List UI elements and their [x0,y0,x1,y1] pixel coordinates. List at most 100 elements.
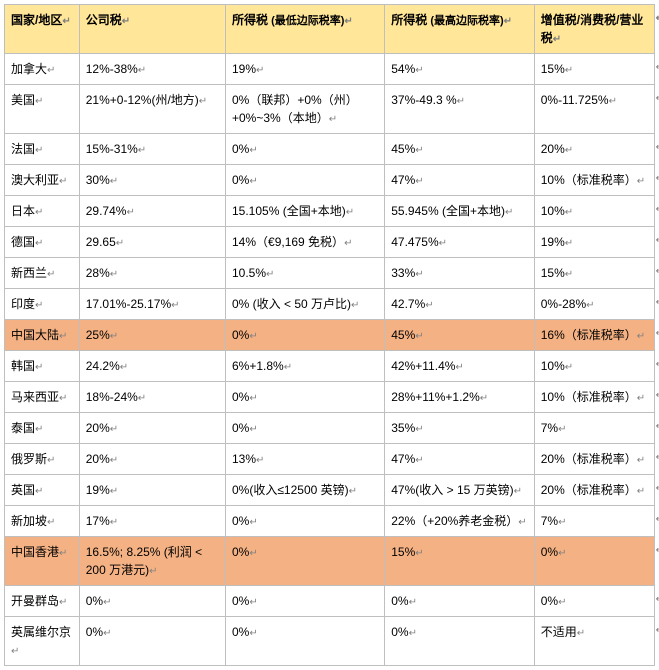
para-mark-icon: ↵ [565,207,573,218]
cell-corp: 24.2%↵ [79,351,225,382]
cell-value: 开曼群岛 [11,594,59,608]
cell-income_low: 13%↵ [226,444,385,475]
table-row: 马来西亚↵18%-24%↵0%↵28%+11%+1.2%↵10%（标准税率）↵↵ [5,382,655,413]
para-mark-icon: ↵ [59,176,67,187]
para-mark-icon: ↵ [47,269,55,280]
cell-value: 21%+0-12%(州/地方) [86,93,199,107]
cell-income_low: 0% (收入 < 50 万卢比)↵ [226,289,385,320]
header-label: 所得税 [391,13,427,27]
cell-corp: 17%↵ [79,506,225,537]
table-row: 开曼群岛↵0%↵0%↵0%↵0%↵↵ [5,586,655,617]
cell-vat: 20%（标准税率）↵↵ [534,475,654,506]
para-mark-icon: ↵ [249,176,257,187]
cell-region: 德国↵ [5,227,80,258]
cell-value: 30% [86,173,110,187]
cell-region: 英属维尔京 ↵ [5,617,80,666]
cell-value: 17.01%-25.17% [86,297,171,311]
cell-value: 13% [232,452,256,466]
cell-value: 马来西亚 [11,390,59,404]
cell-income_high: 22%（+20%养老金税）↵ [385,506,535,537]
para-mark-icon: ↵ [249,393,257,404]
cell-vat: 7%↵↵ [534,506,654,537]
cell-value: 印度 [11,297,35,311]
cell-vat: 10%（标准税率）↵↵ [534,165,654,196]
cell-income_high: 35%↵ [385,413,535,444]
cell-value: 45% [391,328,415,342]
cell-income_low: 19%↵ [226,54,385,85]
cell-income_high: 47.475%↵ [385,227,535,258]
cell-value: 新加坡 [11,514,47,528]
cell-corp: 17.01%-25.17%↵ [79,289,225,320]
table-body: 加拿大↵12%-38%↵19%↵54%↵15%↵↵美国↵21%+0-12%(州/… [5,54,655,666]
cell-corp: 21%+0-12%(州/地方)↵ [79,85,225,134]
cell-income_low: 0%↵ [226,586,385,617]
header-sublabel: (最低边际税率) [268,15,344,27]
cell-value: 15% [541,62,565,76]
para-mark-icon: ↵ [637,393,645,404]
para-mark-icon: ↵ [138,65,146,76]
cell-value: 0% [232,545,249,559]
cell-region: 新西兰↵ [5,258,80,289]
cell-region: 澳大利亚↵ [5,165,80,196]
para-mark-icon: ↵ [11,646,19,657]
cell-income_low: 0%↵ [226,134,385,165]
table-row: 韩国↵24.2%↵6%+1.8%↵42%+11.4%↵10%↵↵ [5,351,655,382]
cell-corp: 29.74%↵ [79,196,225,227]
para-mark-icon: ↵ [249,628,257,639]
cell-income_low: 10.5%↵ [226,258,385,289]
cell-value: 37%-49.3 % [391,93,456,107]
cell-value: 英属维尔京 [11,625,71,639]
table-row: 德国↵29.65↵14%（€9,169 免税）↵47.475%↵19%↵↵ [5,227,655,258]
para-mark-icon: ↵ [110,486,118,497]
table-row: 新加坡↵17%↵0%↵22%（+20%养老金税）↵7%↵↵ [5,506,655,537]
para-mark-icon: ↵ [415,269,423,280]
cell-value: 泰国 [11,421,35,435]
para-mark-icon: ↵ [35,300,43,311]
row-end-mark-icon: ↵ [656,623,659,638]
cell-value: 0% [232,328,249,342]
cell-value: 10% [541,204,565,218]
cell-corp: 19%↵ [79,475,225,506]
cell-vat: 19%↵↵ [534,227,654,258]
para-mark-icon: ↵ [637,176,645,187]
table-row: 法国↵15%-31%↵0%↵45%↵20%↵↵ [5,134,655,165]
para-mark-icon: ↵ [415,145,423,156]
table-row: 英属维尔京↵0%↵0%↵0%↵不适用↵↵ [5,617,655,666]
cell-value: 42%+11.4% [391,359,455,373]
cell-value: 10.5% [232,266,266,280]
cell-value: 0% [541,545,558,559]
row-end-mark-icon: ↵ [656,419,659,434]
cell-region: 英国↵ [5,475,80,506]
table-row: 加拿大↵12%-38%↵19%↵54%↵15%↵↵ [5,54,655,85]
cell-income_low: 0%↵ [226,537,385,586]
row-end-mark-icon: ↵ [656,140,659,155]
para-mark-icon: ↵ [116,238,124,249]
cell-value: 0%-11.725% [541,93,609,107]
cell-corp: 18%-24%↵ [79,382,225,413]
tax-table: 国家/地区↵公司税↵所得税 (最低边际税率)↵所得税 (最高边际税率)↵增值税/… [4,4,655,666]
row-end-mark-icon: ↵ [656,202,659,217]
cell-corp: 20%↵ [79,444,225,475]
cell-corp: 25%↵ [79,320,225,351]
cell-value: 47.475% [391,235,438,249]
para-mark-icon: ↵ [110,424,118,435]
cell-vat: 0%-11.725%↵↵ [534,85,654,134]
cell-vat: 7%↵↵ [534,413,654,444]
cell-value: 54% [391,62,415,76]
cell-value: 0% [391,625,408,639]
header-label: 所得税 [232,13,268,27]
para-mark-icon: ↵ [439,238,447,249]
header-label: 公司税 [86,13,122,27]
header-corp: 公司税↵ [79,5,225,54]
cell-income_low: 0%↵ [226,165,385,196]
para-mark-icon: ↵ [409,597,417,608]
row-end-mark-icon: ↵ [656,357,659,372]
para-mark-icon: ↵ [35,207,43,218]
cell-income_high: 0%↵ [385,586,535,617]
para-mark-icon: ↵ [47,455,55,466]
cell-income_high: 42%+11.4%↵ [385,351,535,382]
cell-value: 45% [391,142,415,156]
cell-value: 6%+1.8% [232,359,284,373]
para-mark-icon: ↵ [249,145,257,156]
cell-income_high: 45%↵ [385,320,535,351]
